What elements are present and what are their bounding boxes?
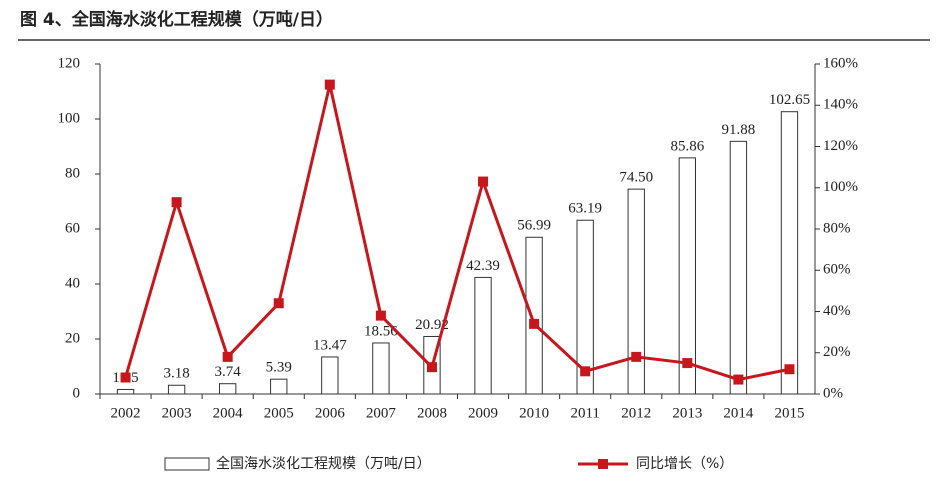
bar-value-label: 74.50 bbox=[619, 170, 653, 186]
bar bbox=[321, 356, 339, 395]
bar-value-label: 42.39 bbox=[466, 258, 500, 274]
bar-value-label: 5.39 bbox=[266, 360, 292, 376]
bar bbox=[167, 384, 186, 395]
y2-tick-label: 120% bbox=[823, 138, 858, 154]
line-marker bbox=[682, 358, 693, 369]
bar-value-label: 13.47 bbox=[313, 337, 347, 353]
bar bbox=[627, 188, 645, 395]
line-marker bbox=[478, 176, 489, 187]
x-tick-label: 2004 bbox=[213, 405, 244, 421]
y-tick-label: 20 bbox=[65, 330, 80, 346]
line-marker bbox=[784, 364, 795, 375]
line-marker bbox=[120, 372, 131, 383]
bar-value-label: 91.88 bbox=[722, 122, 756, 138]
y2-tick-label: 40% bbox=[823, 303, 851, 319]
line-marker bbox=[426, 362, 437, 373]
y2-tick-label: 100% bbox=[823, 179, 858, 195]
bar bbox=[219, 383, 237, 395]
bar bbox=[729, 140, 748, 395]
y2-tick-label: 140% bbox=[823, 97, 858, 113]
bar bbox=[270, 378, 288, 395]
y-tick-label: 0 bbox=[73, 385, 81, 401]
bar bbox=[678, 157, 696, 395]
line-marker bbox=[529, 318, 540, 329]
y2-tick-label: 160% bbox=[823, 55, 858, 71]
bar bbox=[474, 276, 492, 395]
x-tick-label: 2003 bbox=[162, 405, 192, 421]
y2-tick-label: 20% bbox=[823, 344, 851, 360]
bar bbox=[372, 342, 390, 395]
y-tick-label: 40 bbox=[65, 275, 80, 291]
bar-value-label: 3.18 bbox=[163, 366, 189, 382]
x-tick-label: 2011 bbox=[570, 405, 599, 421]
legend-label: 同比增长（%） bbox=[636, 456, 733, 472]
line-marker bbox=[580, 366, 591, 377]
x-tick-label: 2002 bbox=[111, 405, 141, 421]
bar-value-label: 3.74 bbox=[215, 364, 242, 380]
bar-value-label: 18.56 bbox=[364, 323, 398, 339]
bar bbox=[780, 111, 799, 395]
bar-value-label: 56.99 bbox=[517, 218, 551, 234]
legend-label: 全国海水淡化工程规模（万吨/日） bbox=[216, 455, 431, 472]
bar bbox=[116, 388, 135, 395]
x-tick-label: 2009 bbox=[468, 405, 498, 421]
y2-tick-label: 0% bbox=[823, 385, 843, 401]
y2-tick-label: 80% bbox=[823, 220, 851, 236]
line-marker bbox=[324, 79, 335, 90]
x-tick-label: 2012 bbox=[621, 405, 651, 421]
x-tick-label: 2014 bbox=[723, 405, 754, 421]
y-tick-label: 80 bbox=[65, 165, 80, 181]
line-marker bbox=[171, 197, 182, 208]
bar bbox=[525, 236, 543, 395]
line-marker bbox=[375, 310, 386, 321]
line-marker bbox=[273, 298, 284, 309]
legend-swatch bbox=[164, 457, 210, 471]
legend-swatch bbox=[598, 459, 608, 469]
bar-value-label: 102.65 bbox=[769, 92, 810, 108]
bar-value-label: 20.92 bbox=[415, 317, 449, 333]
x-tick-label: 2010 bbox=[519, 405, 549, 421]
x-tick-label: 2006 bbox=[315, 405, 346, 421]
x-tick-label: 2008 bbox=[417, 405, 447, 421]
bar-value-label: 85.86 bbox=[670, 138, 704, 154]
line bbox=[124, 84, 790, 382]
y-tick-label: 100 bbox=[58, 110, 81, 126]
bar bbox=[576, 219, 594, 395]
line-marker bbox=[733, 374, 744, 385]
x-tick-label: 2015 bbox=[774, 405, 804, 421]
x-tick-label: 2007 bbox=[366, 405, 397, 421]
y-tick-label: 60 bbox=[65, 220, 80, 236]
line-marker bbox=[631, 351, 642, 362]
x-tick-label: 2013 bbox=[672, 405, 702, 421]
line-marker bbox=[222, 351, 233, 362]
y-tick-label: 120 bbox=[58, 55, 81, 71]
bar-value-label: 63.19 bbox=[568, 201, 602, 217]
y2-tick-label: 60% bbox=[823, 262, 851, 278]
chart-title: 图 4、全国海水淡化工程规模（万吨/日） bbox=[20, 9, 333, 30]
x-tick-label: 2005 bbox=[264, 405, 294, 421]
